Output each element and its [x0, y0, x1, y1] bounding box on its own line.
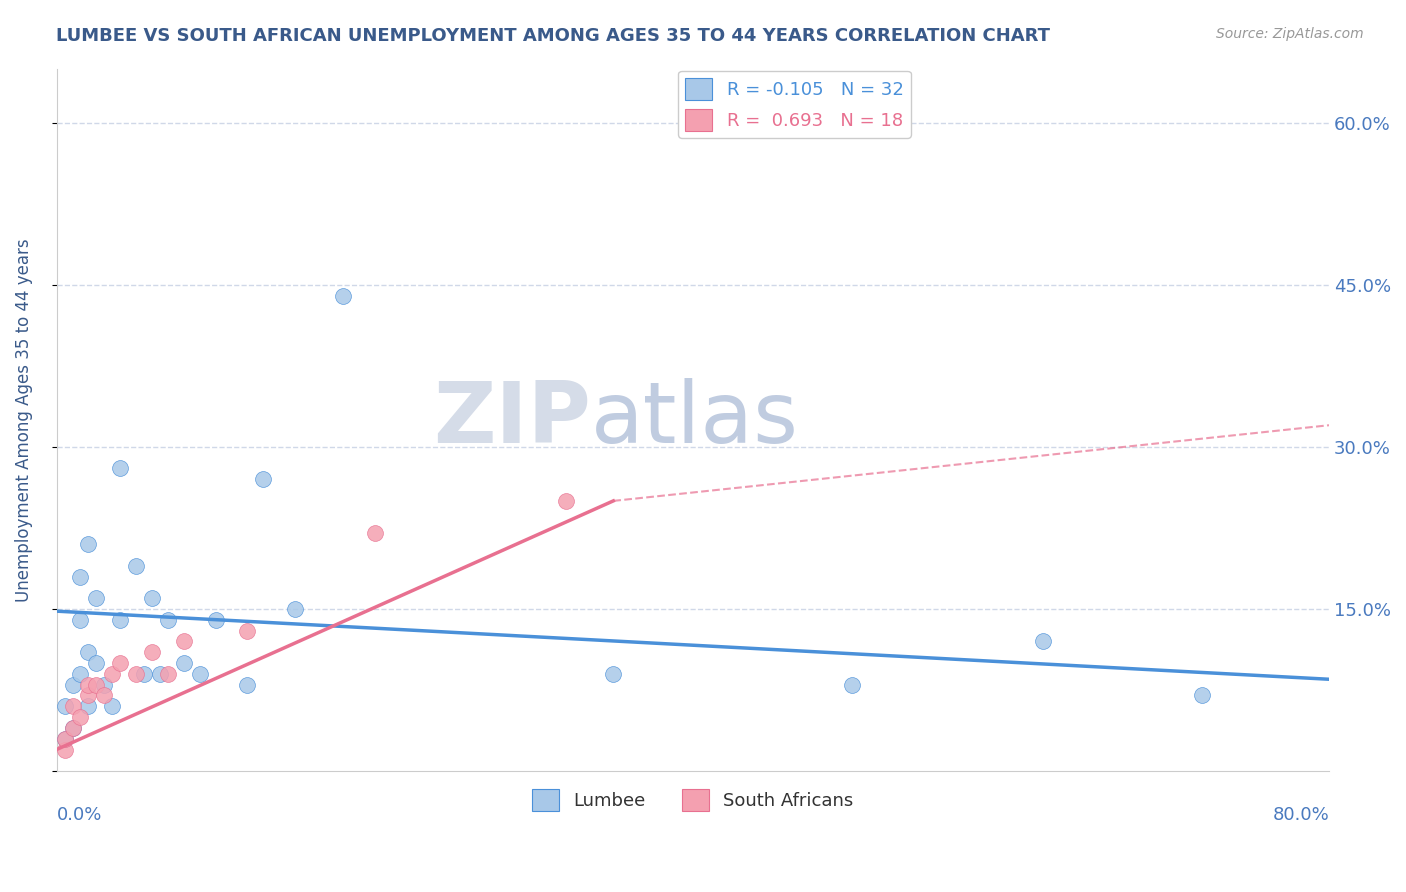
Y-axis label: Unemployment Among Ages 35 to 44 years: Unemployment Among Ages 35 to 44 years [15, 238, 32, 601]
Point [69, 613, 91, 627]
Point [93, 678, 115, 692]
Point [77, 699, 100, 714]
Point [110, 461, 132, 475]
Point [841, 678, 863, 692]
Point [188, 666, 211, 681]
Point [69, 569, 91, 583]
Point [125, 666, 148, 681]
Point [77, 678, 100, 692]
Point [101, 699, 124, 714]
Point [141, 645, 163, 659]
Point [332, 288, 354, 302]
Legend: Lumbee, South Africans: Lumbee, South Africans [524, 782, 860, 818]
Point [69, 710, 91, 724]
Point [156, 666, 179, 681]
Point [149, 666, 172, 681]
Point [1032, 634, 1054, 648]
Point [173, 634, 195, 648]
Point [69, 666, 91, 681]
Point [141, 591, 163, 606]
Point [101, 666, 124, 681]
Point [62, 678, 84, 692]
Point [125, 558, 148, 573]
Point [364, 526, 387, 541]
Point [110, 656, 132, 670]
Point [236, 678, 259, 692]
Text: ZIP: ZIP [433, 378, 591, 461]
Point [77, 645, 100, 659]
Point [86, 656, 108, 670]
Point [62, 721, 84, 735]
Point [132, 666, 155, 681]
Point [77, 689, 100, 703]
Point [62, 721, 84, 735]
Point [554, 494, 576, 508]
Point [284, 602, 307, 616]
Text: Source: ZipAtlas.com: Source: ZipAtlas.com [1216, 27, 1364, 41]
Point [236, 624, 259, 638]
Point [86, 591, 108, 606]
Point [252, 472, 274, 486]
Point [156, 613, 179, 627]
Point [173, 656, 195, 670]
Text: 0.0%: 0.0% [56, 806, 103, 824]
Point [93, 689, 115, 703]
Point [602, 666, 624, 681]
Point [77, 537, 100, 551]
Point [86, 678, 108, 692]
Point [62, 699, 84, 714]
Point [204, 613, 226, 627]
Point [53, 699, 76, 714]
Text: LUMBEE VS SOUTH AFRICAN UNEMPLOYMENT AMONG AGES 35 TO 44 YEARS CORRELATION CHART: LUMBEE VS SOUTH AFRICAN UNEMPLOYMENT AMO… [56, 27, 1050, 45]
Point [53, 731, 76, 746]
Point [53, 731, 76, 746]
Text: atlas: atlas [591, 378, 799, 461]
Point [1191, 689, 1213, 703]
Point [53, 742, 76, 756]
Text: 80.0%: 80.0% [1272, 806, 1329, 824]
Point [110, 613, 132, 627]
